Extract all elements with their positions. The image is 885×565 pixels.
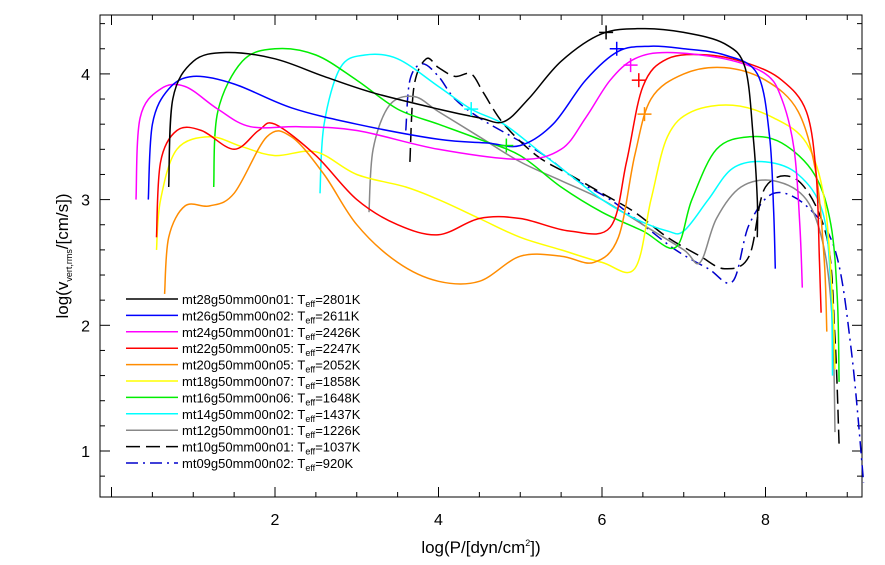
marker-mt14g50mm00n02: [464, 102, 479, 117]
marker-layer: [464, 25, 652, 153]
marker-mt28g50mm00n01: [599, 25, 614, 40]
marker-mt24g50mm00n01: [623, 58, 638, 73]
x-tick-label: 4: [434, 512, 443, 529]
series-line-mt16g50mm00n06: [212, 47, 840, 382]
legend-label-mt26g50mm00n02: mt26g50mm00n02: Teff=2611K: [182, 308, 360, 325]
y-axis-title: log(vvert,rms/[cm/s]): [53, 193, 74, 318]
series-line-mt28g50mm00n01: [167, 27, 759, 238]
series-line-mt09g50mm00n02: [405, 63, 865, 483]
series-line-mt22g50mm00n05: [155, 53, 822, 313]
marker-mt22g50mm00n05: [631, 73, 646, 88]
x-tick-label: 2: [271, 512, 280, 529]
x-tick-label: 6: [598, 512, 607, 529]
y-tick-label: 2: [81, 318, 90, 335]
axis-ticks: 2 4 6 8 1 2 3 4: [81, 15, 862, 529]
series-layer: [135, 27, 865, 483]
legend-label-mt10g50mm00n01: mt10g50mm00n01: Teff=1037K: [182, 440, 361, 457]
marker-mt16g50mm00n06: [499, 138, 514, 153]
series-line-mt24g50mm00n01: [135, 51, 804, 288]
y-tick-label: 3: [81, 193, 90, 210]
y-tick-label: 1: [81, 444, 90, 461]
series-line-mt20g50mm00n05: [163, 66, 828, 332]
marker-mt26g50mm00n02: [609, 41, 624, 56]
legend-label-mt12g50mm00n01: mt12g50mm00n01: Teff=1226K: [182, 423, 361, 440]
legend-label-mt28g50mm00n01: mt28g50mm00n01: Teff=2801K: [182, 292, 361, 309]
legend-label-mt22g50mm00n05: mt22g50mm00n05: Teff=2247K: [182, 341, 361, 358]
x-axis-title: log(P/[dyn/cm2]): [421, 538, 540, 557]
series-line-mt26g50mm00n02: [147, 45, 777, 269]
legend: mt28g50mm00n01: Teff=2801Kmt26g50mm00n02…: [126, 292, 361, 473]
legend-label-mt18g50mm00n07: mt18g50mm00n07: Teff=1858K: [182, 374, 361, 391]
series-line-mt12g50mm00n01: [368, 95, 836, 433]
legend-label-mt09g50mm00n02: mt09g50mm00n02: Teff=920K: [182, 456, 353, 473]
marker-mt20g50mm00n05: [637, 107, 652, 122]
legend-label-mt20g50mm00n05: mt20g50mm00n05: Teff=2052K: [182, 358, 361, 375]
legend-label-mt14g50mm00n02: mt14g50mm00n02: Teff=1437K: [182, 407, 361, 424]
y-tick-label: 4: [81, 67, 90, 84]
x-tick-label: 8: [761, 512, 770, 529]
series-line-mt10g50mm00n01: [409, 57, 840, 445]
plot-frame: [99, 14, 863, 498]
legend-label-mt24g50mm00n01: mt24g50mm00n01: Teff=2426K: [182, 325, 361, 342]
series-line-mt14g50mm00n02: [319, 53, 834, 376]
legend-label-mt16g50mm00n06: mt16g50mm00n06: Teff=1648K: [182, 390, 361, 407]
